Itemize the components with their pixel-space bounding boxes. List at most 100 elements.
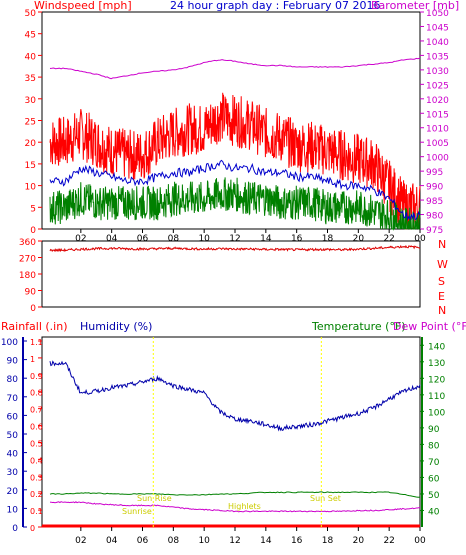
temperature-tick-label: 70 — [428, 458, 440, 468]
x-tick-label-panel1: 00 — [414, 234, 426, 244]
compass-s: S — [438, 275, 445, 288]
rain-tick-label: 0 — [30, 524, 35, 533]
chart-marks: 0510152025303540455097598098599099510001… — [1, 9, 449, 546]
barometer-tick-label: 990 — [426, 183, 443, 193]
x-tick-label-panel3: 16 — [291, 536, 303, 546]
annotation-sunrise: Sunrise — [122, 507, 152, 516]
x-tick-label-panel1: 20 — [353, 234, 365, 244]
temperature-tick-label: 90 — [428, 425, 440, 435]
series-direction-line — [49, 244, 421, 253]
x-tick-label-panel3: 22 — [383, 536, 394, 546]
windspeed-tick-label: 10 — [25, 183, 37, 193]
windspeed-tick-label: 35 — [25, 74, 36, 84]
x-tick-label-panel1: 10 — [198, 234, 210, 244]
barometer-tick-label: 1030 — [426, 67, 449, 77]
direction-tick-label: 360 — [19, 238, 36, 248]
x-tick-label-panel1: 18 — [322, 234, 334, 244]
rain-tick-label: 0.3 — [30, 473, 43, 482]
humidity-tick-label: 90 — [7, 357, 19, 367]
barometer-tick-label: 1015 — [426, 110, 449, 120]
compass-e: E — [438, 290, 445, 303]
barometer-tick-label: 1020 — [426, 96, 449, 106]
barometer-tick-label: 980 — [426, 212, 443, 222]
barometer-tick-label: 1035 — [426, 52, 449, 62]
temperature-tick-label: 80 — [428, 441, 440, 451]
windspeed-tick-label: 30 — [25, 96, 37, 106]
compass-n-top: N — [438, 238, 446, 251]
rain-tick-label: 0.5 — [30, 439, 43, 448]
barometer-tick-label: 985 — [426, 197, 443, 207]
windspeed-tick-label: 20 — [25, 139, 37, 149]
rain-tick-label: 0.6 — [30, 423, 43, 432]
barometer-tick-label: 1045 — [426, 23, 449, 33]
barometer-tick-label: 1010 — [426, 125, 449, 135]
series-average-line — [49, 159, 421, 221]
barometer-tick-label: 1050 — [426, 9, 449, 19]
x-tick-label-panel3: 06 — [137, 536, 149, 546]
series-gust-line — [49, 92, 421, 230]
rain-tick-label: 0.4 — [30, 456, 43, 465]
rain-tick-label: 1 — [30, 355, 35, 364]
humidity-axis-label: Humidity (%) — [80, 320, 152, 333]
barometer-tick-label: 1000 — [426, 154, 449, 164]
x-tick-label-panel1: 06 — [137, 234, 149, 244]
x-tick-label-panel3: 10 — [198, 536, 210, 546]
temperature-tick-label: 40 — [428, 507, 440, 517]
compass-w: W — [437, 258, 448, 271]
series-temperature-line — [49, 491, 421, 498]
series-barometer-line — [49, 57, 421, 80]
temperature-tick-label: 60 — [428, 474, 440, 484]
windspeed-tick-label: 45 — [25, 31, 36, 41]
temperature-tick-label: 110 — [428, 392, 445, 402]
rain-tick-label: 0.9 — [30, 372, 43, 381]
x-tick-label-panel3: 12 — [229, 536, 240, 546]
barometer-tick-label: 1025 — [426, 81, 449, 91]
temperature-tick-label: 140 — [428, 342, 445, 352]
x-tick-label-panel1: 04 — [106, 234, 118, 244]
dewpoint-axis-label: Dew Point (°F) — [393, 320, 466, 333]
annotation-highlets: Highlets — [228, 502, 261, 511]
annotation-sun-rise: Sun Rise — [137, 494, 172, 503]
rain-tick-label: 0.2 — [30, 490, 43, 499]
humidity-tick-label: 70 — [7, 394, 19, 404]
x-tick-label-panel1: 02 — [75, 234, 86, 244]
direction-tick-label: 90 — [25, 288, 37, 298]
series-dewpoint-line — [49, 501, 421, 513]
direction-tick-label: 0 — [30, 304, 36, 314]
humidity-tick-label: 40 — [7, 450, 19, 460]
x-tick-label-panel1: 22 — [383, 234, 394, 244]
rain-tick-label: 0.1 — [30, 507, 43, 516]
x-tick-label-panel3: 00 — [414, 536, 426, 546]
humidity-tick-label: 80 — [7, 375, 19, 385]
x-tick-label-panel1: 14 — [260, 234, 272, 244]
barometer-tick-label: 975 — [426, 226, 443, 236]
barometer-tick-label: 1005 — [426, 139, 449, 149]
barometer-tick-label: 995 — [426, 168, 443, 178]
barometer-tick-label: 1040 — [426, 38, 449, 48]
chart-title: 24 hour graph day : February 07 2016 — [170, 0, 381, 12]
temperature-tick-label: 100 — [428, 408, 445, 418]
windspeed-tick-label: 50 — [25, 9, 37, 19]
windspeed-tick-label: 5 — [30, 204, 36, 214]
series-speed-line — [49, 177, 421, 231]
humidity-tick-label: 60 — [7, 412, 19, 422]
rain-tick-label: 0.7 — [30, 406, 43, 415]
temperature-axis-label: Temperature (°F) — [311, 320, 406, 333]
rainfall-axis-label: Rainfall (.in) — [1, 320, 68, 333]
compass-n-bottom: N — [438, 304, 446, 317]
windspeed-tick-label: 25 — [25, 118, 36, 128]
humidity-tick-label: 50 — [7, 431, 19, 441]
humidity-tick-label: 10 — [7, 505, 19, 515]
humidity-tick-label: 20 — [7, 487, 19, 497]
x-tick-label-panel3: 04 — [106, 536, 118, 546]
x-tick-label-panel1: 16 — [291, 234, 303, 244]
x-tick-label-panel3: 08 — [168, 536, 180, 546]
x-tick-label-panel3: 20 — [353, 536, 365, 546]
rain-tick-label: 0.8 — [30, 389, 43, 398]
temperature-tick-label: 50 — [428, 491, 440, 501]
x-tick-label-panel1: 12 — [229, 234, 240, 244]
series-humidity-line — [49, 360, 421, 432]
direction-tick-label: 180 — [19, 271, 36, 281]
